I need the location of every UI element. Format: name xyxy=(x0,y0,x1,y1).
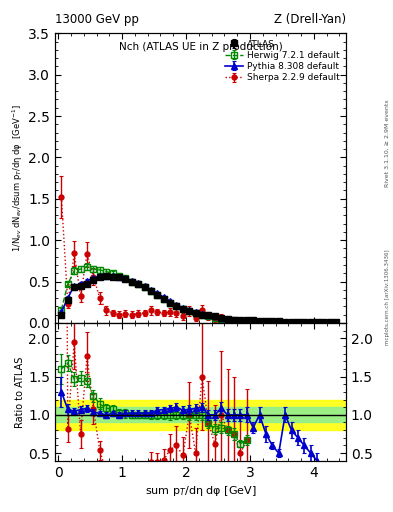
Text: 13000 GeV pp: 13000 GeV pp xyxy=(55,13,139,26)
Text: Nch (ATLAS UE in Z production): Nch (ATLAS UE in Z production) xyxy=(119,42,282,52)
Text: mcplots.cern.ch [arXiv:1306.3436]: mcplots.cern.ch [arXiv:1306.3436] xyxy=(385,249,389,345)
Text: Z (Drell-Yan): Z (Drell-Yan) xyxy=(274,13,346,26)
Y-axis label: Ratio to ATLAS: Ratio to ATLAS xyxy=(15,356,26,428)
X-axis label: sum p$_T$/dη dφ [GeV]: sum p$_T$/dη dφ [GeV] xyxy=(145,484,256,498)
Legend: ATLAS, Herwig 7.2.1 default, Pythia 8.308 default, Sherpa 2.2.9 default: ATLAS, Herwig 7.2.1 default, Pythia 8.30… xyxy=(223,38,342,84)
Y-axis label: 1/N$_{ev}$ dN$_{ev}$/dsum p$_T$/dη dφ  [GeV$^{-1}$]: 1/N$_{ev}$ dN$_{ev}$/dsum p$_T$/dη dφ [G… xyxy=(11,104,26,252)
Text: Rivet 3.1.10, ≥ 2.9M events: Rivet 3.1.10, ≥ 2.9M events xyxy=(385,99,389,187)
